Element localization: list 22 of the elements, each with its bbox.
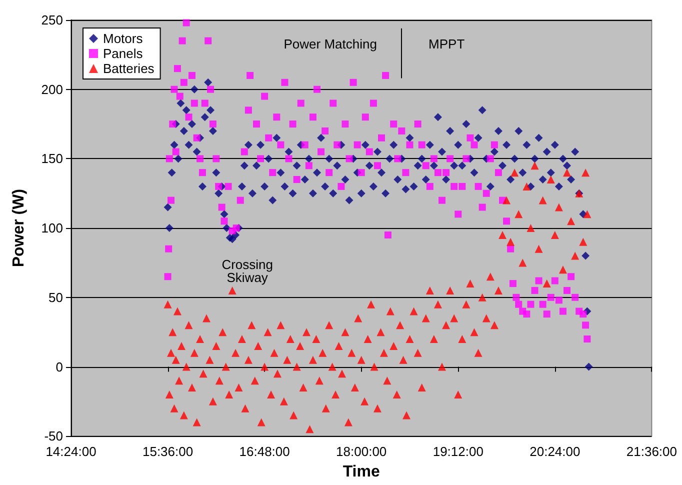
annotation: Power Matching (284, 36, 377, 52)
x-tick-label: 15:36:00 (142, 444, 194, 460)
x-tick-label: 20:24:00 (530, 444, 580, 460)
y-tick-label: 0 (56, 359, 63, 374)
x-tick-label: 14:24:00 (46, 444, 96, 460)
y-tick-label: 200 (41, 82, 63, 97)
x-tick-label: 16:48:00 (239, 444, 290, 460)
y-tick-label: 150 (41, 151, 63, 166)
x-axis-title: Time (342, 464, 380, 480)
y-tick-label: 250 (41, 12, 63, 28)
legend-label: Batteries (103, 61, 155, 76)
y-tick-label: 50 (48, 290, 63, 305)
x-tick-label: 21:36:00 (626, 444, 678, 460)
annotation: Crossing Skiway (222, 257, 273, 286)
legend-label: Panels (103, 46, 144, 61)
y-tick-label: 100 (41, 220, 63, 236)
legend-label: Motors (103, 31, 144, 46)
annotation: MPPT (428, 36, 465, 52)
x-tick-label: 18:00:00 (336, 444, 387, 460)
y-tick-label: -50 (44, 428, 63, 444)
y-axis-title: Power (W) (10, 188, 28, 268)
x-tick-label: 19:12:00 (432, 444, 484, 460)
